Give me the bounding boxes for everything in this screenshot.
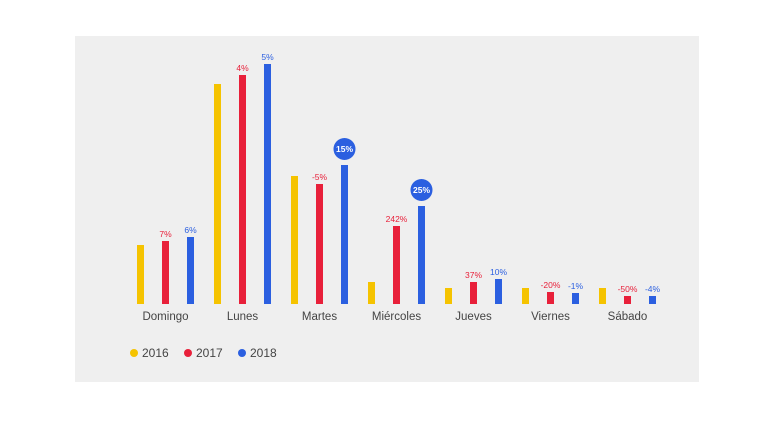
bar-2018-0 xyxy=(187,237,194,304)
bar-2016-0 xyxy=(137,245,144,304)
bar-2017-2 xyxy=(316,184,323,304)
bar-2018-1 xyxy=(264,64,271,304)
bar-2017-4 xyxy=(470,282,477,304)
value-label-2018-0: 6% xyxy=(184,225,197,235)
bar-2017-5 xyxy=(547,292,554,304)
bar-2016-5 xyxy=(522,288,529,304)
bar-2018-4 xyxy=(495,279,502,304)
legend-label-2018: 2018 xyxy=(250,346,277,360)
bar-2018-2 xyxy=(341,165,348,304)
legend-swatch-2017 xyxy=(184,349,192,357)
bar-2017-6 xyxy=(624,296,631,304)
value-label-2018-1: 5% xyxy=(261,52,274,62)
value-label-2018-5: -1% xyxy=(568,281,584,291)
category-label-1: Lunes xyxy=(227,311,259,323)
bar-2017-3 xyxy=(393,226,400,304)
value-label-2017-1: 4% xyxy=(236,63,249,73)
value-label-2018-6: -4% xyxy=(645,284,661,294)
category-label-4: Jueves xyxy=(455,311,492,323)
category-label-3: Miércoles xyxy=(372,311,421,323)
bar-2018-6 xyxy=(649,296,656,304)
legend-swatch-2016 xyxy=(130,349,138,357)
value-label-2018-2: 15% xyxy=(336,144,353,154)
value-label-2017-2: -5% xyxy=(312,172,328,182)
legend-label-2017: 2017 xyxy=(196,346,223,360)
highlight-bubble-2018-2 xyxy=(333,138,356,160)
value-label-2017-0: 7% xyxy=(159,229,172,239)
category-label-6: Sábado xyxy=(608,311,648,323)
bar-2017-1 xyxy=(239,75,246,304)
bar-2016-6 xyxy=(599,288,606,304)
bar-2016-4 xyxy=(445,288,452,304)
bar-2017-0 xyxy=(162,241,169,304)
bar-2018-5 xyxy=(572,293,579,304)
category-label-5: Viernes xyxy=(531,311,570,323)
bar-2018-3 xyxy=(418,206,425,304)
value-label-2018-4: 10% xyxy=(490,267,507,277)
value-label-2018-3: 25% xyxy=(413,185,430,195)
category-label-2: Martes xyxy=(302,311,337,323)
value-label-2017-5: -20% xyxy=(541,280,561,290)
bar-2016-1 xyxy=(214,84,221,304)
category-label-0: Domingo xyxy=(142,311,188,323)
bar-chart: 7% 6% Domingo 4% 5% Lunes -5% 15% Martes 242% 25% M… xyxy=(130,52,661,360)
highlight-bubble-2018-3 xyxy=(410,179,433,201)
legend-swatch-2018 xyxy=(238,349,246,357)
value-label-2017-3: 242% xyxy=(386,214,408,224)
value-label-2017-4: 37% xyxy=(465,270,482,280)
bar-2016-2 xyxy=(291,176,298,304)
legend-label-2016: 2016 xyxy=(142,346,169,360)
chart-panel: 7% 6% Domingo 4% 5% Lunes -5% 15% Martes 242% 25% M… xyxy=(75,36,699,382)
value-label-2017-6: -50% xyxy=(618,284,638,294)
bar-2016-3 xyxy=(368,282,375,304)
